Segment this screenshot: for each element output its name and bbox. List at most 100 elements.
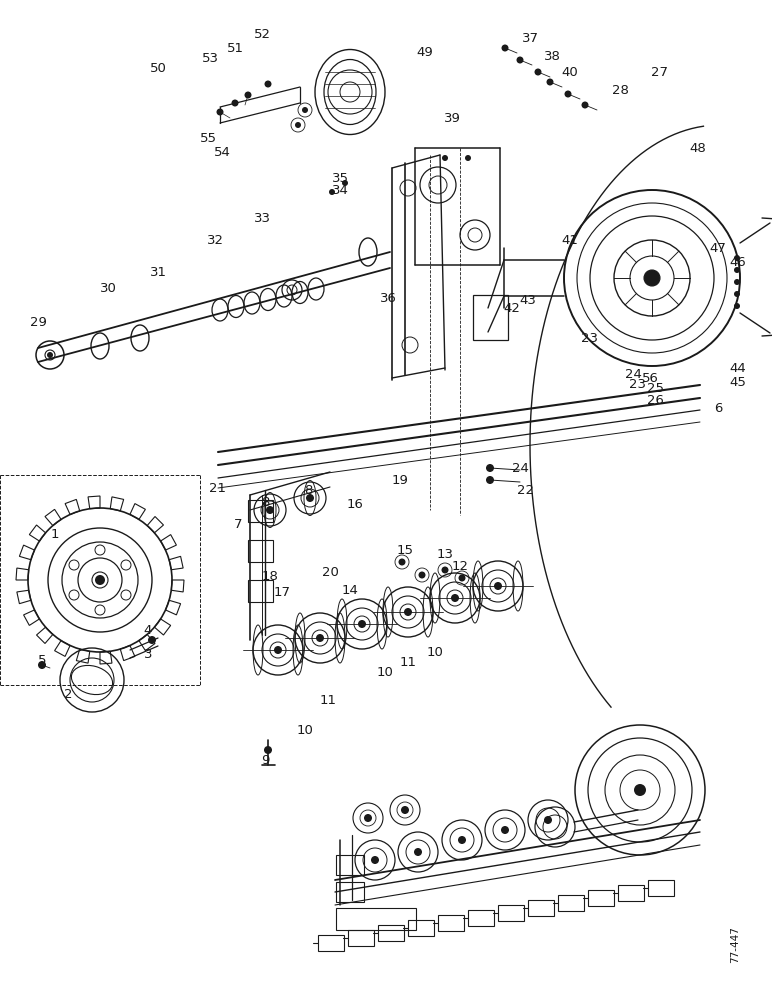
Text: 23: 23 <box>629 378 646 391</box>
Circle shape <box>734 291 740 297</box>
Text: 10: 10 <box>296 724 313 736</box>
Text: 53: 53 <box>201 51 218 64</box>
Text: 54: 54 <box>214 145 230 158</box>
Circle shape <box>264 746 272 754</box>
Circle shape <box>442 155 448 161</box>
Circle shape <box>306 494 314 502</box>
Text: 2: 2 <box>64 688 73 702</box>
Text: 55: 55 <box>199 131 216 144</box>
Circle shape <box>245 92 252 99</box>
Bar <box>528 900 554 916</box>
Circle shape <box>734 267 740 273</box>
Bar <box>648 880 674 896</box>
Text: 26: 26 <box>647 393 663 406</box>
Text: 18: 18 <box>262 570 279 582</box>
Text: 35: 35 <box>331 172 348 184</box>
Circle shape <box>581 102 588 108</box>
Circle shape <box>400 604 416 620</box>
Circle shape <box>148 636 156 644</box>
Text: 8: 8 <box>304 484 312 496</box>
Bar <box>348 930 374 946</box>
Text: 17: 17 <box>273 585 290 598</box>
Text: 46: 46 <box>730 255 747 268</box>
Text: 51: 51 <box>226 41 243 54</box>
Circle shape <box>516 56 523 64</box>
Bar <box>248 540 273 562</box>
Text: 22: 22 <box>516 484 533 496</box>
Circle shape <box>490 578 506 594</box>
Circle shape <box>458 836 466 844</box>
Circle shape <box>312 630 328 646</box>
Text: 19: 19 <box>391 474 408 487</box>
Circle shape <box>442 566 449 574</box>
Text: 10: 10 <box>427 646 443 658</box>
Circle shape <box>354 616 370 632</box>
Circle shape <box>644 270 660 286</box>
Text: 36: 36 <box>380 292 397 304</box>
Text: 11: 11 <box>399 656 417 668</box>
Text: 45: 45 <box>730 375 747 388</box>
Circle shape <box>734 255 740 261</box>
Text: 40: 40 <box>561 66 578 79</box>
Text: 24: 24 <box>625 367 642 380</box>
Text: 27: 27 <box>652 66 669 79</box>
Text: 13: 13 <box>436 548 453 562</box>
Circle shape <box>465 155 471 161</box>
Bar <box>336 908 416 930</box>
Circle shape <box>734 303 740 309</box>
Text: 47: 47 <box>709 241 726 254</box>
Circle shape <box>634 784 646 796</box>
Circle shape <box>316 634 324 642</box>
Circle shape <box>547 79 554 86</box>
Circle shape <box>544 816 552 824</box>
Text: 31: 31 <box>150 265 167 278</box>
Circle shape <box>398 558 405 566</box>
Text: 77-447: 77-447 <box>730 927 740 963</box>
Circle shape <box>95 575 105 585</box>
Text: 56: 56 <box>642 371 659 384</box>
Circle shape <box>274 646 282 654</box>
Bar <box>248 500 273 522</box>
Circle shape <box>564 91 571 98</box>
Text: 43: 43 <box>520 294 537 306</box>
Text: 9: 9 <box>261 754 269 766</box>
Bar <box>588 890 614 906</box>
Text: 7: 7 <box>234 518 242 532</box>
Text: 21: 21 <box>209 482 226 494</box>
Circle shape <box>266 506 274 514</box>
Circle shape <box>494 582 502 590</box>
Text: 8: 8 <box>261 495 269 508</box>
Circle shape <box>371 856 379 864</box>
Text: 4: 4 <box>144 624 152 637</box>
Bar <box>438 915 464 931</box>
Circle shape <box>734 279 740 285</box>
Text: 28: 28 <box>611 84 628 97</box>
Text: 32: 32 <box>206 233 224 246</box>
Circle shape <box>38 661 46 669</box>
Text: 37: 37 <box>522 31 539 44</box>
Text: 14: 14 <box>341 584 358 596</box>
Text: 3: 3 <box>144 648 152 662</box>
Circle shape <box>232 100 239 106</box>
Circle shape <box>447 590 463 606</box>
Bar <box>468 910 494 926</box>
Text: 38: 38 <box>543 49 560 62</box>
Circle shape <box>451 594 459 602</box>
Text: 50: 50 <box>150 62 167 75</box>
Bar <box>378 925 404 941</box>
Circle shape <box>501 826 509 834</box>
Text: 30: 30 <box>100 282 117 294</box>
Text: 44: 44 <box>730 361 747 374</box>
Circle shape <box>364 814 372 822</box>
Text: 1: 1 <box>51 528 59 542</box>
Text: 6: 6 <box>714 401 722 414</box>
Bar <box>336 855 364 875</box>
Text: 42: 42 <box>503 302 520 314</box>
Text: 23: 23 <box>581 332 598 344</box>
Circle shape <box>216 108 224 115</box>
Text: 11: 11 <box>320 694 337 706</box>
Circle shape <box>502 44 509 51</box>
Circle shape <box>302 107 308 113</box>
Bar <box>318 935 344 951</box>
Text: 48: 48 <box>689 141 706 154</box>
